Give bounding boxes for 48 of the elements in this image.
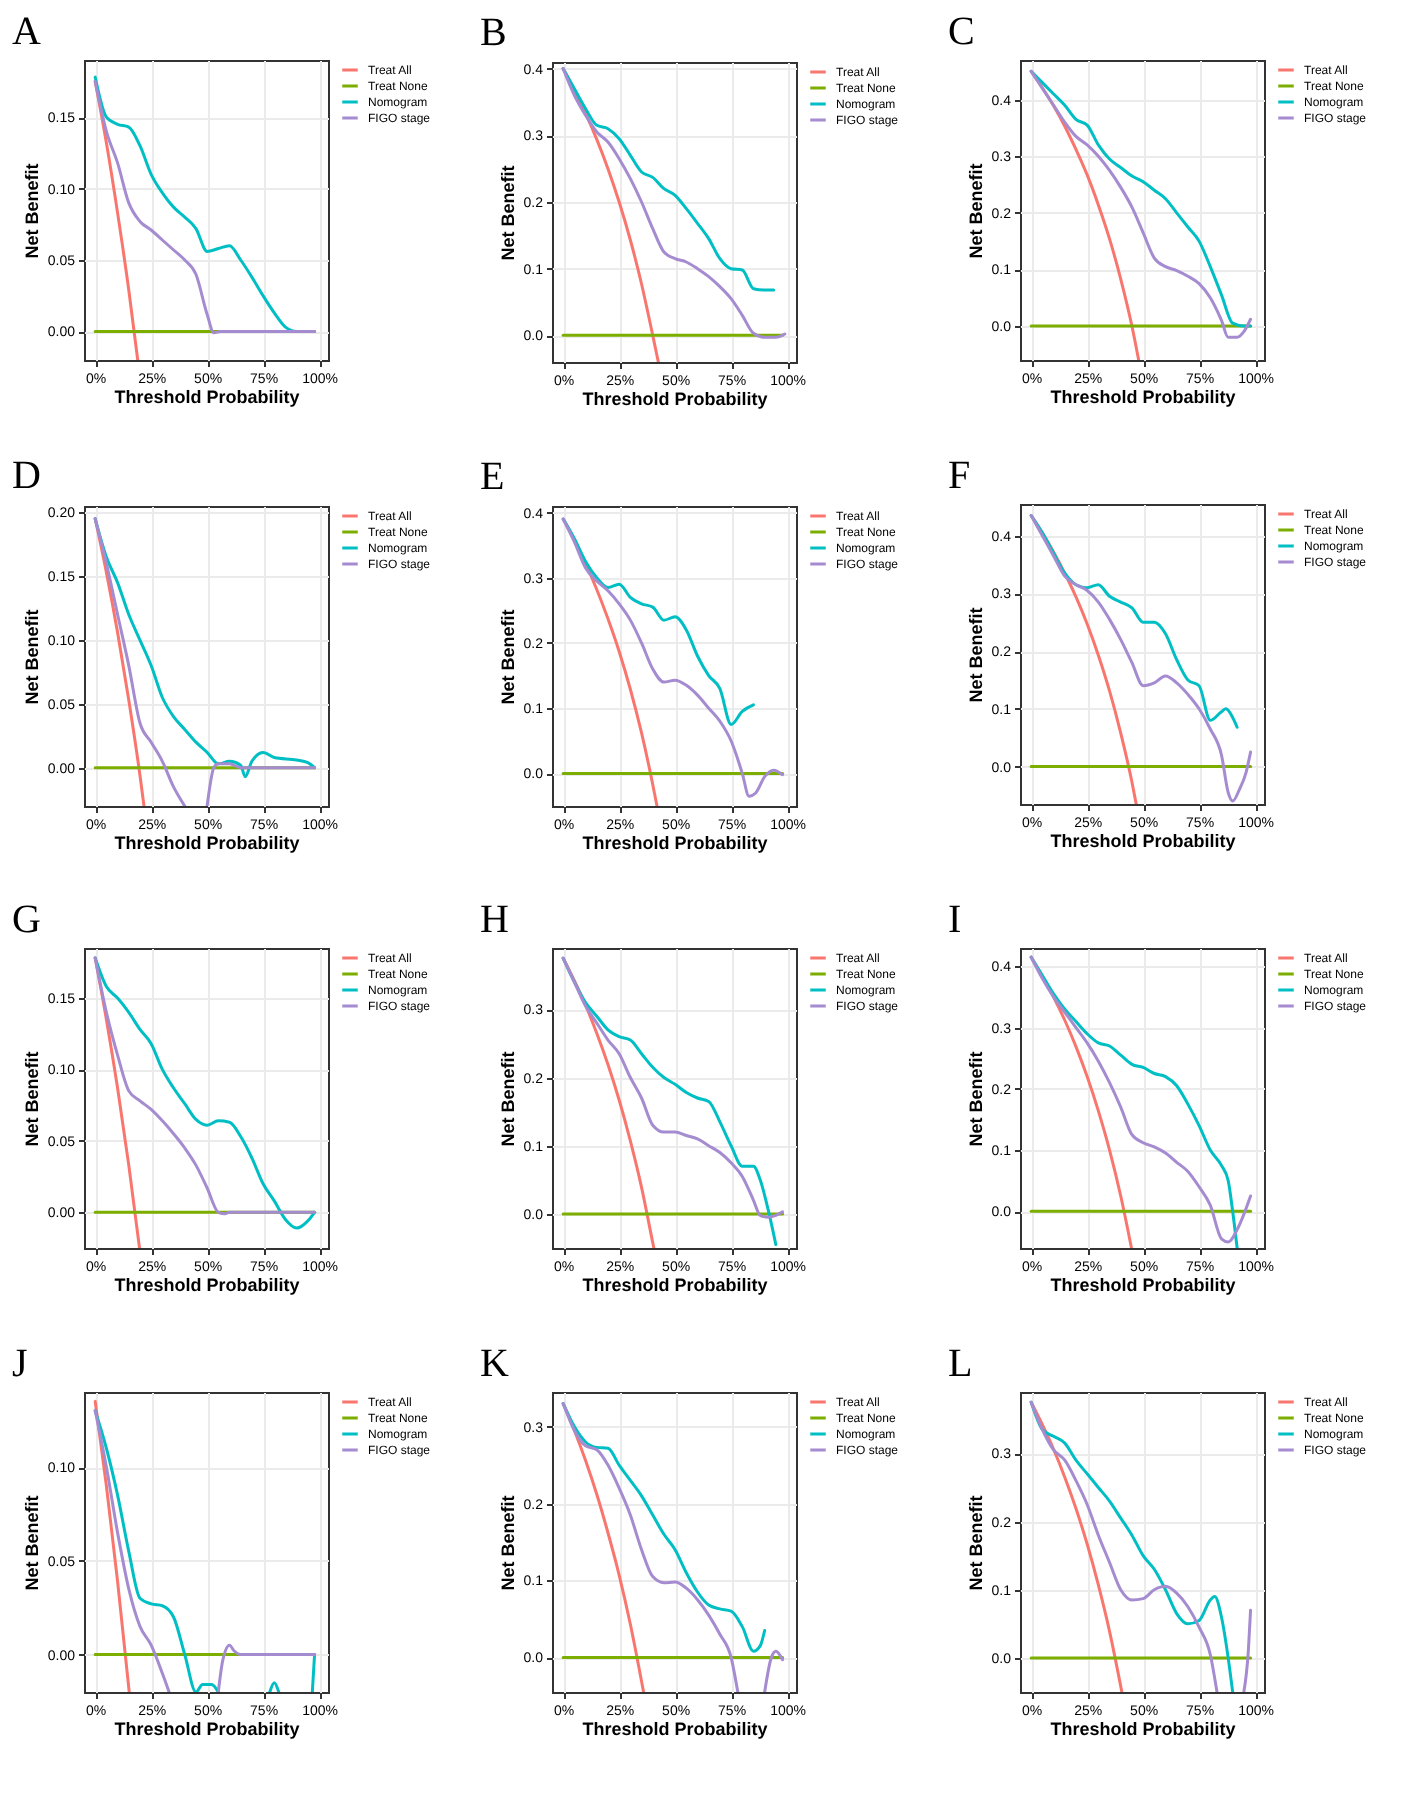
line-series (561, 517, 785, 798)
chart-title: A (12, 10, 42, 54)
x-axis-title: Threshold Probability (114, 1275, 300, 1295)
chart-title: I (948, 898, 962, 942)
line-series (1029, 514, 1253, 803)
y-axis-title: Net Benefit (21, 163, 42, 259)
chart-title: K (480, 1342, 510, 1386)
x-axis-title: Threshold Probability (582, 389, 768, 409)
x-axis-title: Threshold Probability (114, 833, 300, 853)
x-axis-title: Threshold Probability (1050, 1275, 1236, 1295)
line-series (1029, 1400, 1124, 1692)
y-axis-title: Net Benefit (497, 1051, 518, 1147)
chart-title: D (12, 454, 41, 499)
y-axis-title: Net Benefit (21, 1495, 42, 1591)
chart-title: F (948, 454, 971, 498)
x-axis-title: Threshold Probability (582, 1275, 768, 1295)
y-axis-title: Net Benefit (497, 165, 518, 261)
chart-title: H (480, 898, 509, 942)
x-axis-title: Threshold Probability (114, 1719, 300, 1739)
line-series (93, 956, 142, 1248)
chart-title: C (948, 10, 975, 54)
y-axis-title: Net Benefit (21, 609, 42, 705)
x-axis-title: Threshold Probability (582, 833, 768, 853)
y-axis-title: Net Benefit (21, 1051, 42, 1147)
chart-title: G (12, 898, 41, 942)
chart-title: E (480, 454, 505, 499)
y-axis-title: Net Benefit (497, 609, 518, 705)
x-axis-title: Threshold Probability (1050, 387, 1236, 407)
x-axis-title: Threshold Probability (1050, 831, 1236, 851)
line-series (561, 67, 787, 339)
chart-title: B (480, 10, 507, 55)
chart-title: J (12, 1342, 28, 1386)
chart-title: L (948, 1342, 973, 1386)
x-axis-title: Threshold Probability (1050, 1719, 1236, 1739)
y-axis-title: Net Benefit (965, 1051, 986, 1147)
y-axis-title: Net Benefit (965, 163, 986, 259)
x-axis-title: Threshold Probability (582, 1719, 768, 1739)
x-axis-title: Threshold Probability (114, 387, 300, 407)
line-series (561, 1402, 767, 1653)
line-series (561, 517, 755, 726)
line-series (1029, 514, 1239, 729)
y-axis-title: Net Benefit (497, 1495, 518, 1591)
line-series (93, 517, 146, 806)
line-series (561, 956, 656, 1248)
line-series (93, 1399, 131, 1692)
y-axis-title: Net Benefit (965, 1495, 986, 1591)
line-series (561, 67, 776, 292)
y-axis-title: Net Benefit (965, 607, 986, 703)
